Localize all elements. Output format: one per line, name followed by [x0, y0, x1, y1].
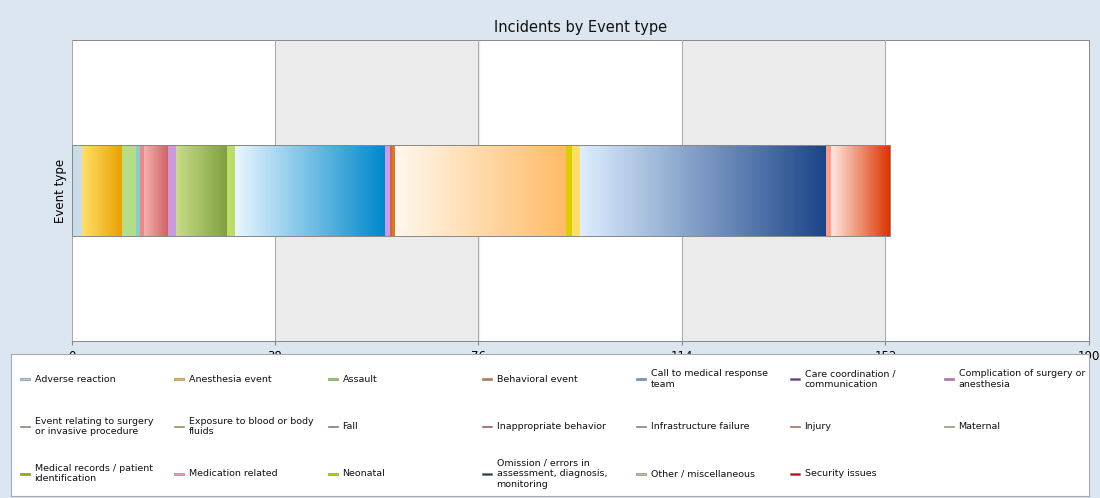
FancyBboxPatch shape	[174, 426, 184, 427]
FancyBboxPatch shape	[20, 426, 30, 427]
Text: Assault: Assault	[342, 374, 377, 383]
Bar	[122, 145, 135, 236]
Title: Incidents by Event type: Incidents by Event type	[494, 19, 667, 34]
Bar	[135, 145, 140, 236]
Text: Medical records / patient
identification: Medical records / patient identification	[34, 464, 153, 484]
FancyBboxPatch shape	[636, 473, 646, 475]
Text: Event relating to surgery
or invasive procedure: Event relating to surgery or invasive pr…	[34, 417, 153, 436]
FancyBboxPatch shape	[790, 426, 800, 427]
Text: Omission / errors in
assessment, diagnosis,
monitoring: Omission / errors in assessment, diagnos…	[496, 459, 607, 489]
FancyBboxPatch shape	[328, 426, 338, 427]
FancyBboxPatch shape	[636, 426, 646, 427]
FancyBboxPatch shape	[944, 426, 954, 427]
Bar	[572, 145, 580, 236]
Text: Other / miscellaneous: Other / miscellaneous	[650, 469, 755, 478]
Text: Injury: Injury	[804, 422, 832, 431]
Text: Call to medical response
team: Call to medical response team	[650, 370, 768, 389]
Text: Behavioral event: Behavioral event	[496, 374, 578, 383]
FancyBboxPatch shape	[20, 378, 30, 380]
Text: Infrastructure failure: Infrastructure failure	[650, 422, 749, 431]
Bar	[72, 145, 82, 236]
FancyBboxPatch shape	[482, 378, 492, 380]
FancyBboxPatch shape	[482, 426, 492, 427]
Bar	[275, 40, 478, 341]
FancyBboxPatch shape	[328, 378, 338, 380]
Bar	[682, 40, 886, 341]
Bar	[168, 145, 176, 236]
Bar	[228, 145, 235, 236]
FancyBboxPatch shape	[174, 378, 184, 380]
Text: Maternal: Maternal	[958, 422, 1001, 431]
Text: Medication related: Medication related	[188, 469, 277, 478]
FancyBboxPatch shape	[790, 378, 800, 380]
FancyBboxPatch shape	[328, 473, 338, 475]
Text: Care coordination /
communication: Care coordination / communication	[804, 370, 895, 389]
Text: Security issues: Security issues	[804, 469, 876, 478]
FancyBboxPatch shape	[174, 473, 184, 475]
FancyBboxPatch shape	[482, 473, 492, 475]
Text: Adverse reaction: Adverse reaction	[34, 374, 116, 383]
Text: Inappropriate behavior: Inappropriate behavior	[496, 422, 605, 431]
Text: Complication of surgery or
anesthesia: Complication of surgery or anesthesia	[958, 370, 1085, 389]
Bar	[393, 145, 395, 236]
Bar	[140, 145, 144, 236]
Bar	[389, 145, 393, 236]
FancyBboxPatch shape	[636, 378, 646, 380]
Bar	[385, 145, 389, 236]
Bar	[72, 145, 890, 236]
Text: Exposure to blood or body
fluids: Exposure to blood or body fluids	[188, 417, 314, 436]
Bar	[826, 145, 832, 236]
FancyBboxPatch shape	[790, 473, 800, 475]
Text: Anesthesia event: Anesthesia event	[188, 374, 271, 383]
FancyBboxPatch shape	[944, 378, 954, 380]
Text: Fall: Fall	[342, 422, 359, 431]
Text: Neonatal: Neonatal	[342, 469, 385, 478]
FancyBboxPatch shape	[20, 473, 30, 475]
Bar	[566, 145, 572, 236]
